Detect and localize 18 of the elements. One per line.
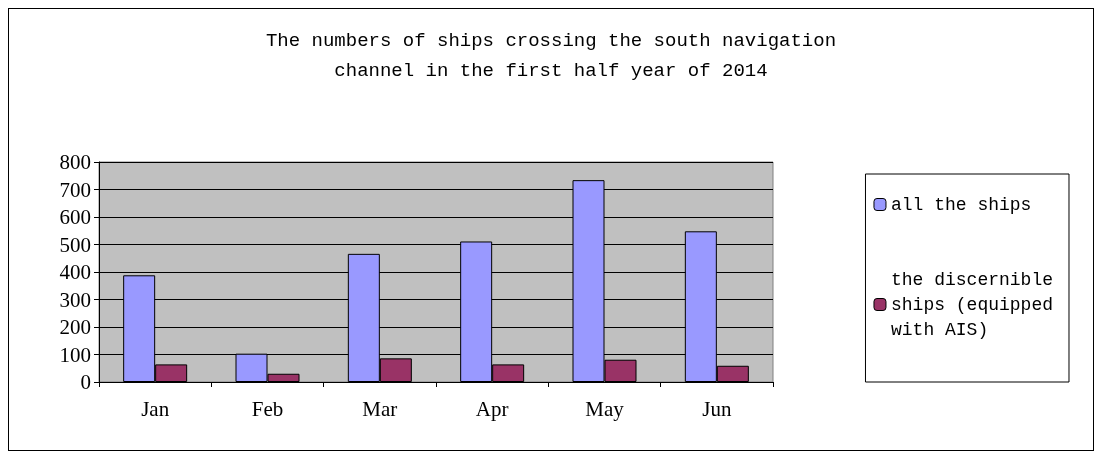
x-tick-label: May: [585, 396, 625, 421]
x-tick-label: Apr: [475, 396, 509, 421]
x-tick-label: Mar: [362, 396, 398, 421]
y-tick-label: 800: [59, 150, 91, 174]
y-tick-label: 200: [59, 315, 91, 339]
y-tick-label: 300: [59, 287, 91, 312]
chart-title: The numbers of ships crossing the south navigation channel in the first half year of 2014: [265, 30, 837, 82]
y-tick-label: 600: [59, 205, 91, 229]
x-tick-label: Jan: [141, 396, 170, 421]
y-tick-label: 500: [59, 232, 91, 257]
y-tick-label: 0: [80, 370, 91, 394]
y-tick-label: 100: [59, 342, 91, 367]
legend-label: all the ships: [890, 194, 1032, 215]
x-tick-label: Feb: [251, 396, 284, 421]
y-tick-label: 400: [59, 260, 91, 284]
y-tick-label: 700: [59, 177, 91, 202]
legend-label: the discernible ships (equipped with AIS): [890, 269, 1053, 340]
x-tick-label: Jun: [702, 396, 732, 421]
